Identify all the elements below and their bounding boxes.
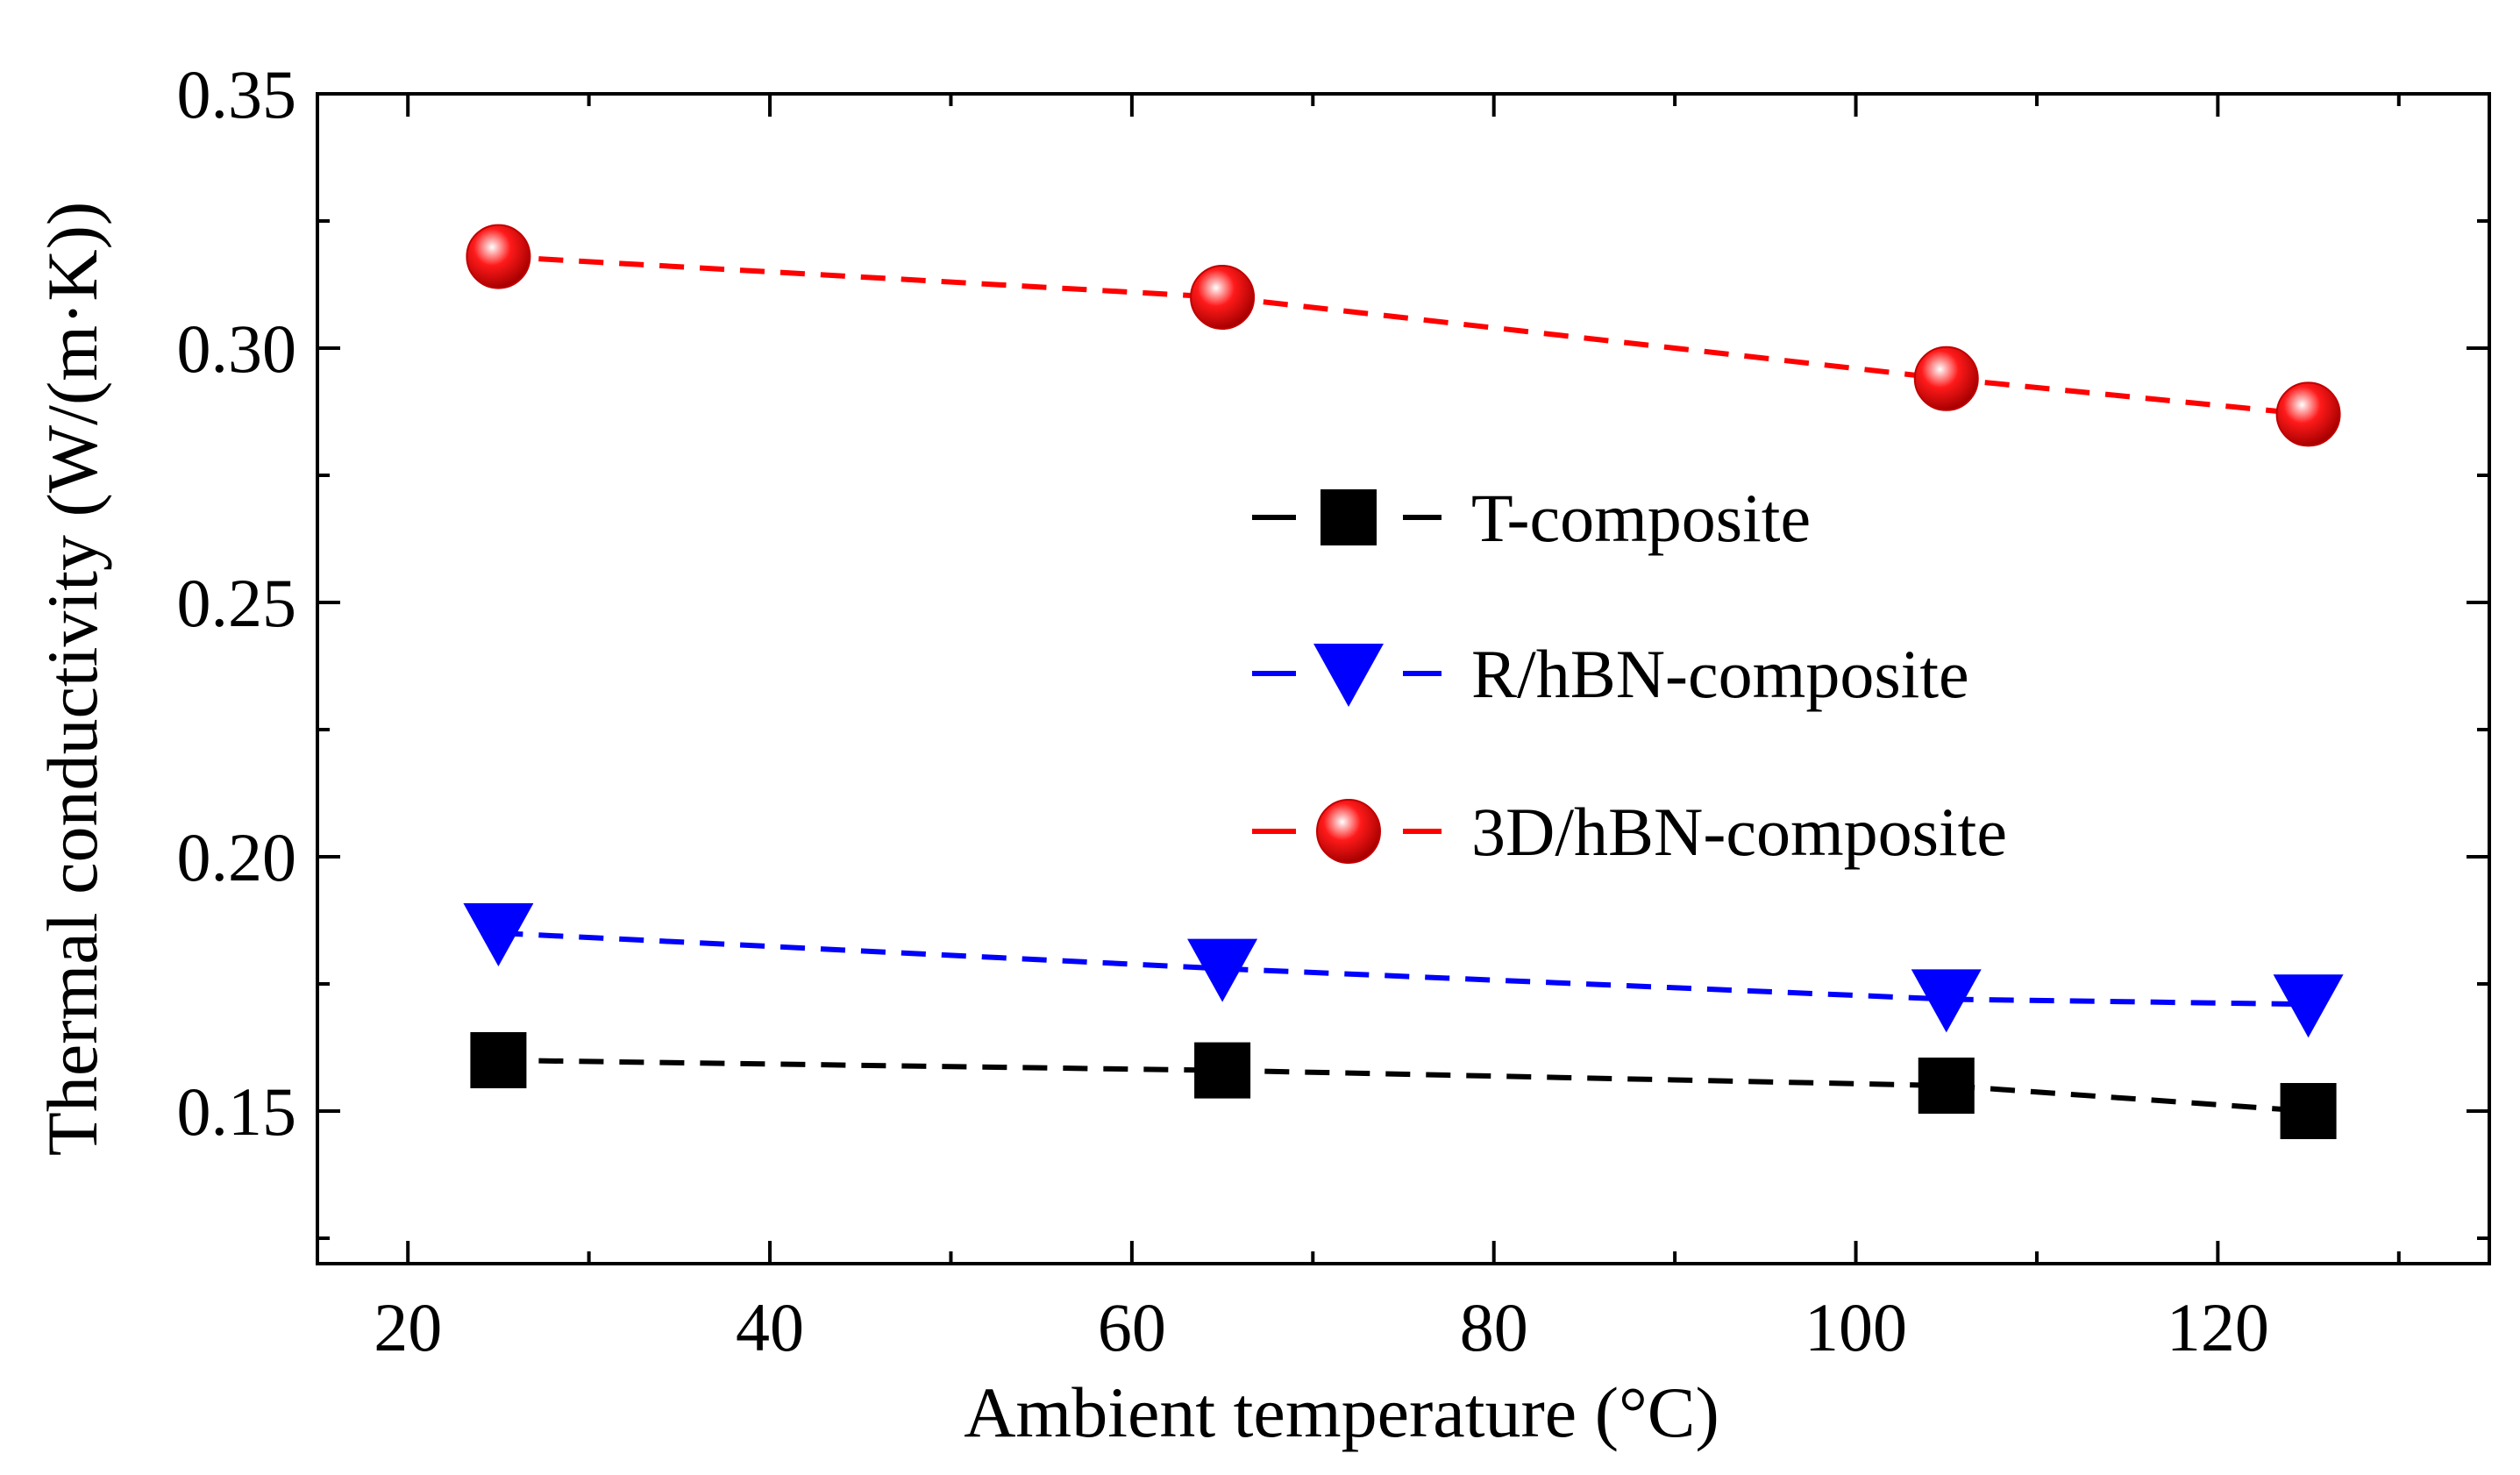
legend-marker-t-composite: [1321, 489, 1377, 545]
data-point-r-hbn-composite: [1187, 938, 1258, 1002]
y-tick-label: 0.25: [177, 565, 297, 641]
data-point-r-hbn-composite: [463, 903, 534, 966]
ticks-layer: 20 40 60 80 100 120 0.15 0.20 0.25 0.30 0.35: [177, 56, 2489, 1365]
legend: T-composite R/hBN-composite 3D/hBN-composi…: [1252, 480, 2007, 870]
y-tick-label: 0.35: [177, 56, 297, 132]
legend-marker-3d-hbn-composite: [1316, 799, 1381, 864]
y-axis-title: Thermal conductivity (W/(m·K)): [32, 202, 112, 1156]
series-line-3d-hbn-composite: [498, 253, 2309, 417]
data-point-t-composite: [470, 1032, 527, 1088]
x-axis-title: Ambient temperature (°C): [964, 1372, 1719, 1452]
data-point-3d-hbn-composite: [1913, 346, 1979, 411]
data-point-t-composite: [1918, 1058, 1975, 1114]
data-point-r-hbn-composite: [1911, 969, 1982, 1033]
plot-frame: [316, 92, 2491, 1265]
x-tick-label: 80: [1460, 1289, 1528, 1365]
y-tick-label: 0.15: [177, 1073, 297, 1150]
series-markers: [463, 224, 2344, 1139]
legend-marker-r-hbn-composite: [1313, 644, 1384, 707]
data-point-3d-hbn-composite: [2275, 381, 2341, 447]
x-tick-label: 120: [2167, 1289, 2269, 1365]
y-tick-label: 0.30: [177, 310, 297, 387]
y-tick-label: 0.20: [177, 819, 297, 895]
series-line-t-composite: [498, 1058, 2309, 1114]
legend-label-3d-hbn-composite: 3D/hBN-composite: [1471, 794, 2007, 870]
data-point-3d-hbn-composite: [466, 224, 531, 289]
x-tick-label: 100: [1805, 1289, 1907, 1365]
series-line-r-hbn-composite: [498, 930, 2309, 1008]
data-point-r-hbn-composite: [2273, 974, 2344, 1038]
data-point-t-composite: [1194, 1042, 1251, 1099]
x-tick-label: 40: [736, 1289, 804, 1365]
data-point-t-composite: [2280, 1083, 2337, 1139]
x-tick-label: 20: [374, 1289, 442, 1365]
legend-label-t-composite: T-composite: [1471, 480, 1811, 556]
series-lines: [498, 253, 2309, 1114]
x-tick-label: 60: [1098, 1289, 1166, 1365]
legend-label-r-hbn-composite: R/hBN-composite: [1471, 636, 1969, 712]
data-point-3d-hbn-composite: [1190, 265, 1256, 330]
